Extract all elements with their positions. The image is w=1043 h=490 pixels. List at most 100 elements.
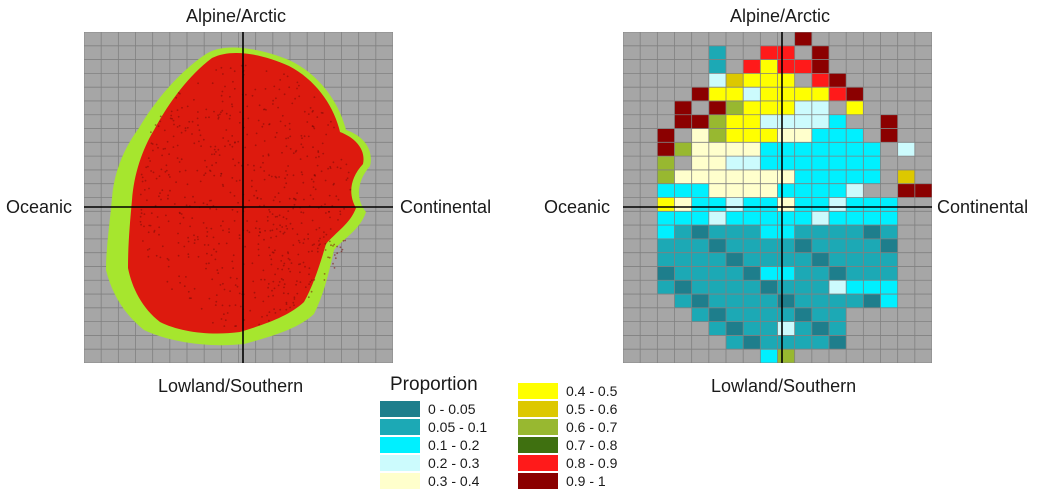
point-speck	[234, 325, 237, 327]
point-speck	[345, 179, 348, 181]
legend-swatch	[380, 418, 420, 435]
point-speck	[222, 220, 224, 223]
point-speck	[196, 169, 199, 172]
grid-cell	[811, 197, 829, 212]
point-speck	[285, 145, 288, 148]
grid-cell	[829, 238, 847, 253]
point-speck	[268, 123, 271, 125]
point-speck	[234, 304, 237, 306]
grid-cell	[794, 128, 812, 143]
legend-label: 0.1 - 0.2	[428, 436, 480, 453]
legend-column-2: 0.4 - 0.5 0.5 - 0.6 0.6 - 0.7 0.7 - 0.8 0.8 …	[518, 382, 617, 490]
point-speck	[294, 198, 297, 201]
point-speck	[224, 85, 226, 88]
point-speck	[227, 140, 230, 142]
point-speck	[193, 287, 196, 290]
point-speck	[187, 240, 190, 243]
grid-cell	[760, 349, 778, 363]
grid-cell	[743, 59, 761, 74]
grid-cell	[829, 294, 847, 308]
point-speck	[271, 251, 274, 254]
grid-cell	[674, 169, 692, 184]
point-speck	[186, 126, 189, 129]
point-speck	[307, 135, 310, 138]
point-speck	[260, 198, 262, 200]
grid-cell	[657, 128, 675, 143]
grid-cell	[726, 197, 744, 212]
point-speck	[282, 279, 285, 281]
point-speck	[223, 313, 225, 316]
grid-cell	[708, 238, 726, 253]
point-speck	[270, 263, 273, 266]
grid-cell	[726, 73, 744, 88]
point-speck	[279, 120, 282, 123]
point-speck	[286, 227, 289, 230]
point-speck	[167, 220, 170, 223]
grid-cell	[846, 100, 864, 115]
grid-cell	[743, 73, 761, 88]
point-speck	[286, 174, 289, 176]
point-speck	[206, 231, 209, 233]
grid-cell	[829, 142, 847, 157]
point-speck	[211, 153, 213, 156]
point-speck	[179, 281, 181, 284]
point-speck	[279, 224, 281, 227]
point-speck	[301, 137, 303, 140]
point-speck	[218, 242, 220, 245]
point-speck	[293, 197, 295, 200]
point-speck	[231, 103, 233, 106]
point-speck	[258, 323, 261, 326]
point-speck	[253, 164, 255, 167]
point-speck	[213, 110, 215, 113]
point-speck	[288, 122, 291, 125]
grid-cell	[863, 294, 881, 308]
point-speck	[167, 265, 170, 268]
point-speck	[239, 111, 242, 114]
point-speck	[187, 290, 190, 293]
point-speck	[285, 182, 288, 185]
point-speck	[210, 254, 213, 256]
point-speck	[251, 262, 254, 265]
point-speck	[205, 108, 208, 111]
point-speck	[273, 308, 275, 310]
point-speck	[233, 87, 236, 90]
point-speck	[238, 179, 241, 182]
legend-label: 0.9 - 1	[566, 472, 606, 489]
point-speck	[225, 129, 228, 131]
point-speck	[310, 178, 313, 181]
grid-cell	[708, 252, 726, 267]
grid-cell	[846, 156, 864, 170]
point-speck	[283, 93, 286, 96]
point-speck	[198, 140, 200, 143]
point-speck	[327, 256, 329, 259]
point-speck	[193, 201, 196, 204]
grid-cell	[743, 238, 761, 253]
point-speck	[206, 235, 208, 238]
point-speck	[209, 169, 211, 172]
grid-cell	[674, 142, 692, 157]
point-speck	[175, 181, 177, 184]
point-speck	[229, 276, 232, 279]
point-speck	[306, 155, 309, 158]
point-speck	[191, 120, 194, 123]
point-speck	[180, 213, 183, 215]
point-speck	[318, 155, 320, 158]
point-speck	[140, 223, 142, 226]
point-speck	[221, 100, 224, 103]
point-speck	[255, 220, 258, 223]
scatter-plot	[84, 32, 393, 363]
point-speck	[200, 145, 202, 147]
point-speck	[244, 146, 247, 149]
point-speck	[274, 136, 277, 139]
point-speck	[345, 163, 348, 166]
point-speck	[139, 215, 142, 218]
point-speck	[173, 203, 176, 205]
point-speck	[222, 73, 224, 75]
point-speck	[272, 223, 275, 226]
point-speck	[263, 204, 265, 207]
point-speck	[221, 304, 224, 307]
point-speck	[281, 114, 284, 117]
grid-cell	[691, 142, 709, 157]
grid-cell	[726, 114, 744, 129]
point-speck	[209, 207, 211, 210]
